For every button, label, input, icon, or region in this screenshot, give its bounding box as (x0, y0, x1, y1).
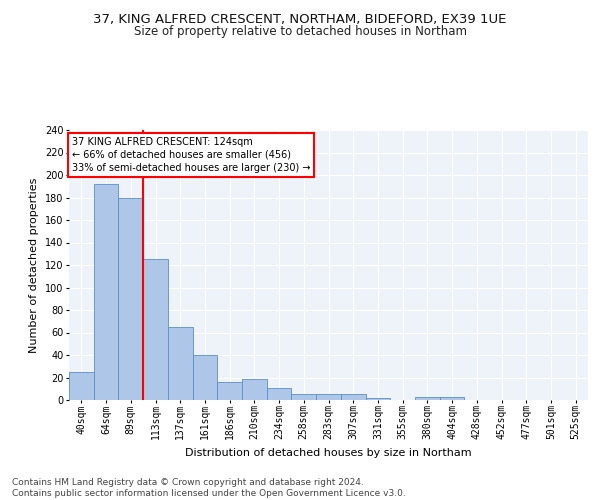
Bar (316, 394, 341, 400)
Bar (94, 184, 118, 400)
Y-axis label: Number of detached properties: Number of detached properties (29, 178, 39, 352)
Bar (440, 396, 464, 400)
Bar (69, 372, 94, 400)
Text: 37 KING ALFRED CRESCENT: 124sqm
← 66% of detached houses are smaller (456)
33% o: 37 KING ALFRED CRESCENT: 124sqm ← 66% of… (71, 136, 310, 173)
Bar (143, 260, 168, 400)
Bar (365, 398, 390, 400)
Bar (193, 355, 217, 400)
Bar (118, 198, 143, 400)
Text: Contains HM Land Registry data © Crown copyright and database right 2024.
Contai: Contains HM Land Registry data © Crown c… (12, 478, 406, 498)
Bar (267, 388, 292, 400)
Bar (242, 378, 267, 400)
Text: 37, KING ALFRED CRESCENT, NORTHAM, BIDEFORD, EX39 1UE: 37, KING ALFRED CRESCENT, NORTHAM, BIDEF… (94, 12, 506, 26)
Text: Size of property relative to detached houses in Northam: Size of property relative to detached ho… (133, 25, 467, 38)
Bar (168, 327, 193, 400)
Bar (217, 382, 242, 400)
X-axis label: Distribution of detached houses by size in Northam: Distribution of detached houses by size … (185, 448, 472, 458)
Bar (415, 396, 440, 400)
Bar (341, 394, 365, 400)
Bar (292, 394, 316, 400)
